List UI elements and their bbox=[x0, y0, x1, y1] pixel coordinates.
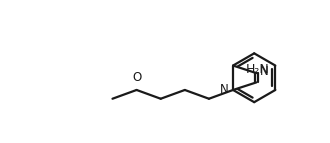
Text: N: N bbox=[260, 65, 269, 78]
Text: N: N bbox=[219, 84, 228, 97]
Text: O: O bbox=[132, 71, 141, 84]
Text: H₂N: H₂N bbox=[246, 62, 270, 76]
